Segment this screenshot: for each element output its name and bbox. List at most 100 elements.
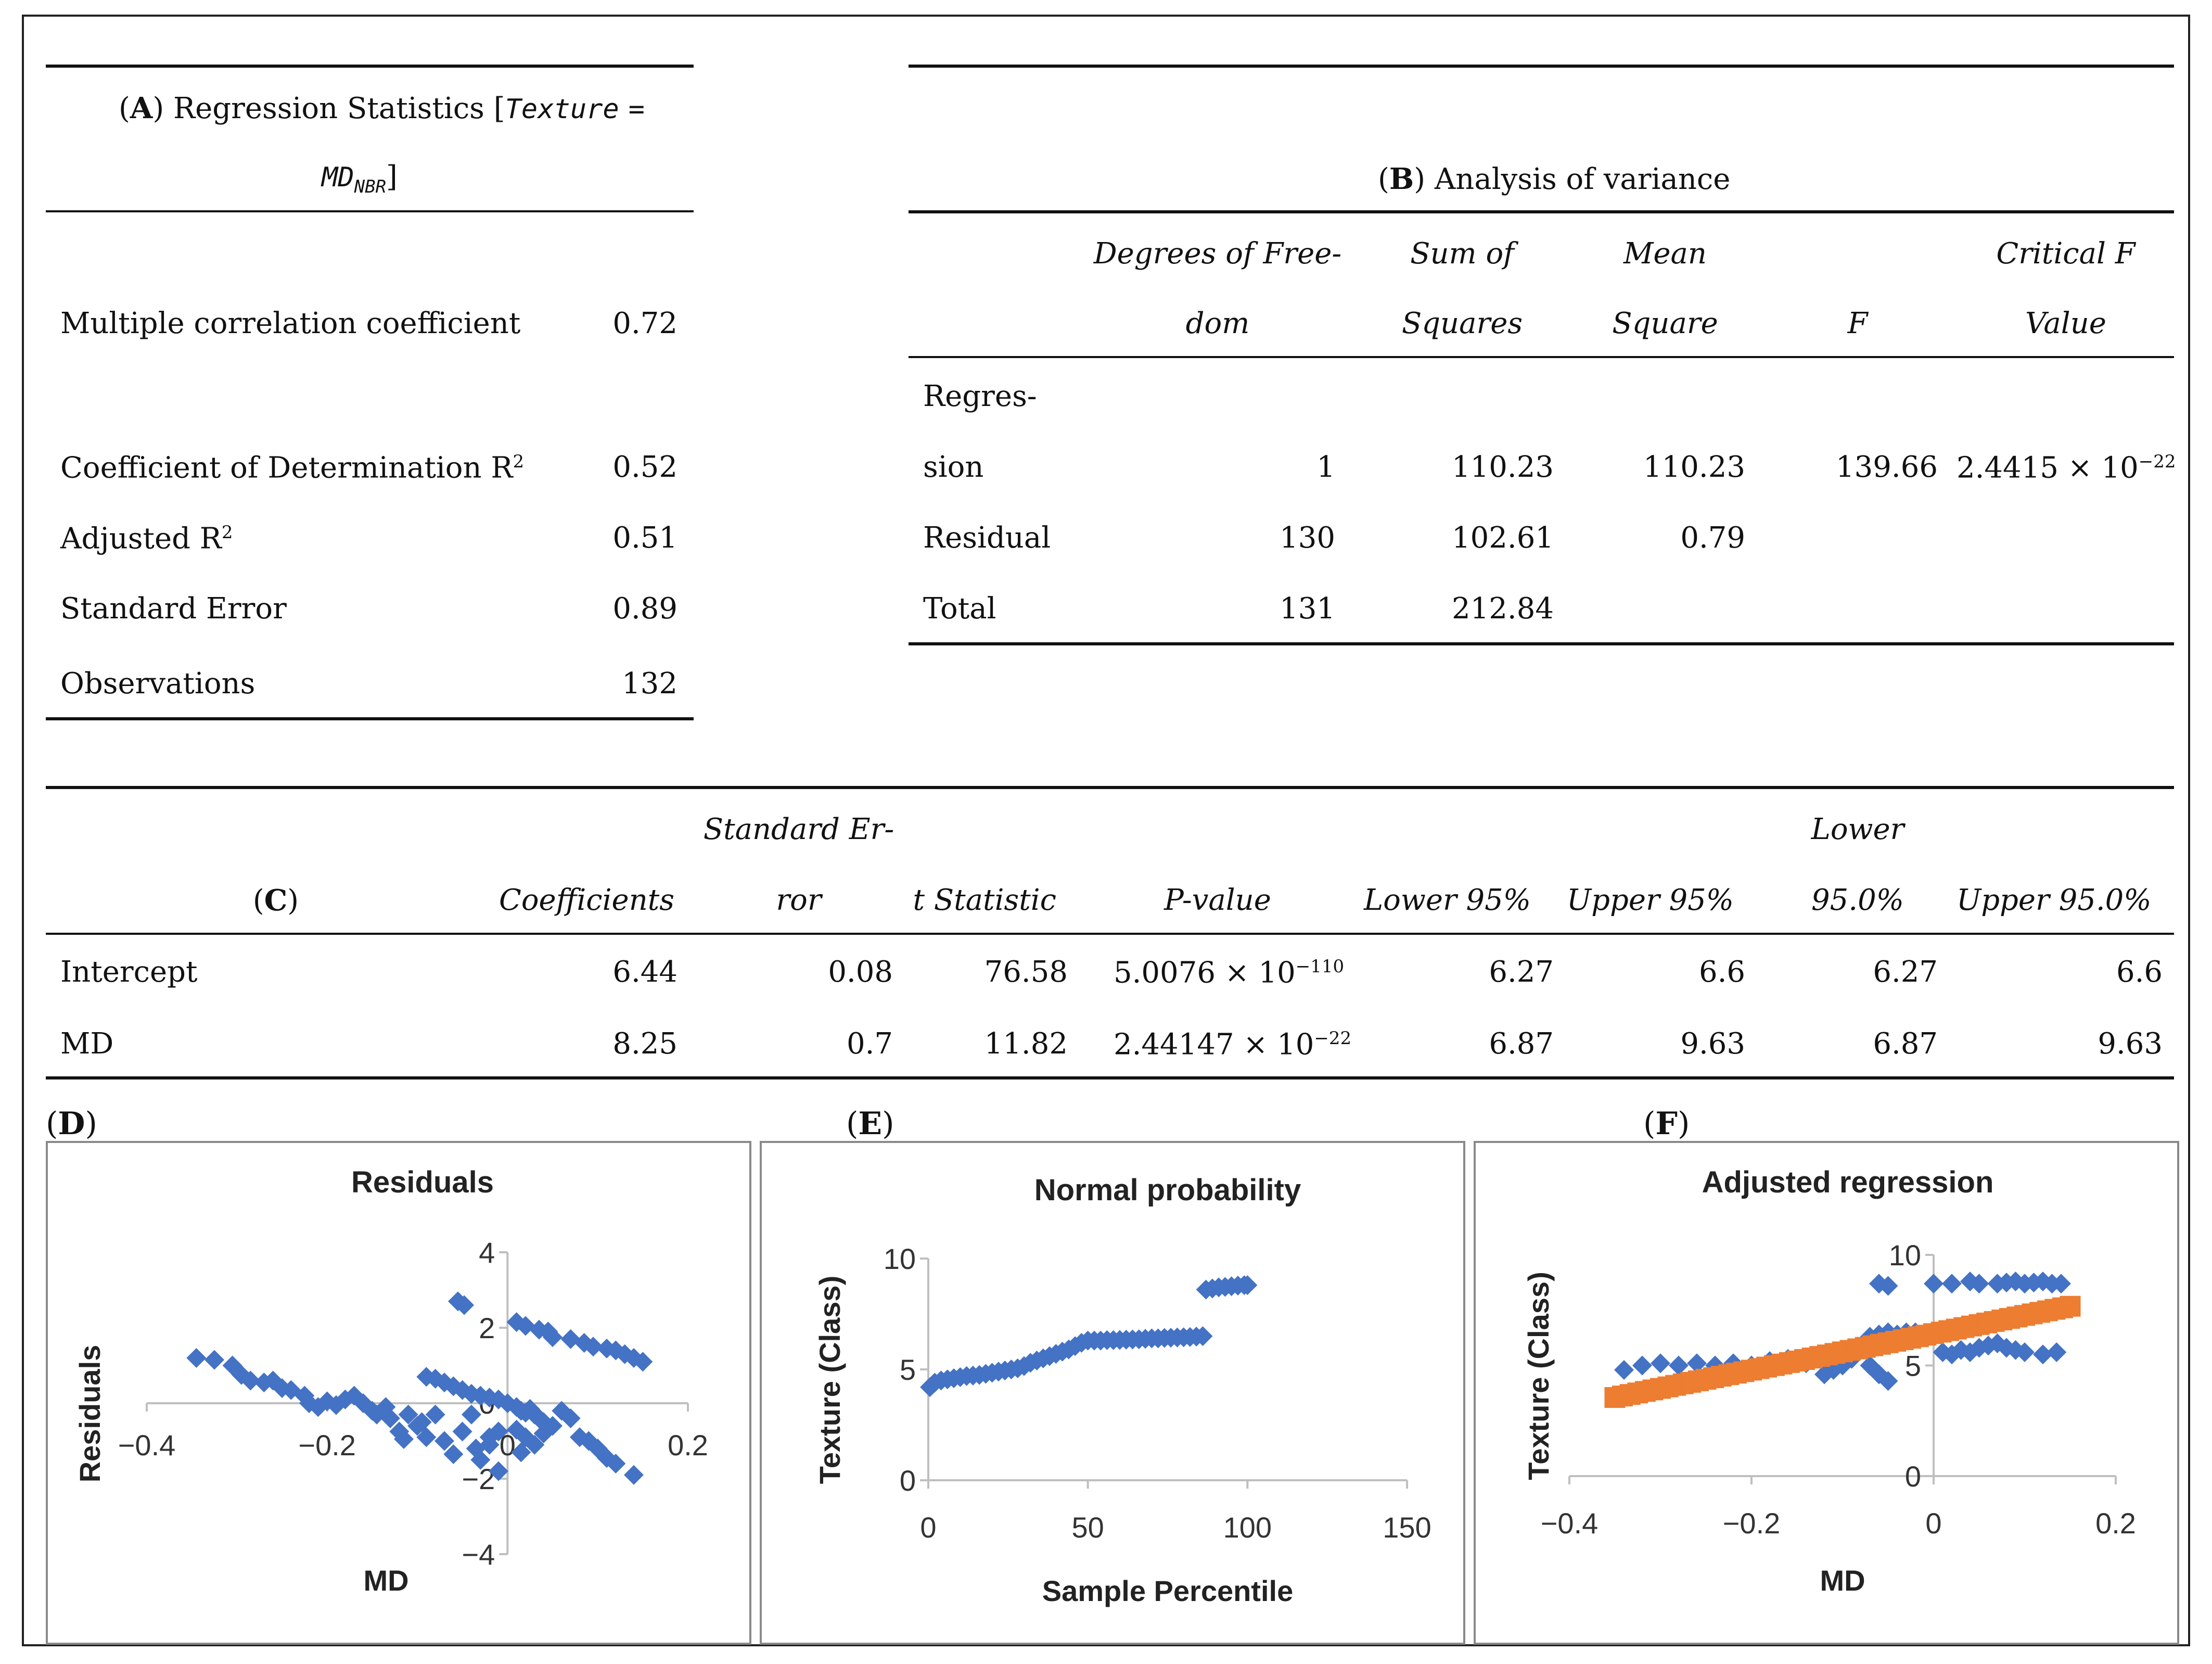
table-a-label: A	[130, 91, 153, 125]
table-c-cell-coef: 8.25	[612, 1027, 677, 1061]
data-point	[543, 1327, 562, 1348]
table-b-cell-ss: 110.23	[1452, 450, 1554, 484]
data-point	[204, 1350, 224, 1370]
panel-label-e: (E)	[846, 1106, 894, 1142]
table-b-cell-df: 130	[1280, 521, 1335, 555]
table-c-label: (C)	[252, 883, 299, 918]
table-a-eq-var: Texture	[505, 94, 619, 125]
table-a-top-rule	[46, 65, 694, 68]
x-tick-label: 0	[1925, 1507, 1941, 1540]
data-point	[398, 1404, 418, 1425]
data-point	[2033, 1344, 2053, 1365]
y-tick-label: −2	[462, 1463, 495, 1495]
x-tick-label: −0.4	[118, 1429, 176, 1462]
table-c-cell-l95: 6.87	[1489, 1027, 1554, 1061]
data-point	[1878, 1371, 1898, 1391]
table-a-row-label: Standard Error	[60, 592, 287, 626]
data-point	[1669, 1355, 1689, 1376]
table-c-p-exp: −110	[1295, 956, 1345, 977]
table-c-cell-t: 76.58	[984, 955, 1068, 989]
chart-title: Residuals	[351, 1165, 494, 1199]
data-point	[470, 1450, 491, 1470]
table-c-p-base: 5.0076 × 10	[1114, 956, 1296, 990]
data-point	[416, 1427, 437, 1447]
table-c-label-letter: C	[264, 883, 288, 918]
data-point	[520, 1399, 540, 1419]
table-c-header-l950: 95.0%	[1811, 883, 1904, 917]
y-axis-label: Texture (Class)	[1522, 1272, 1555, 1480]
table-c-cell-u950: 9.63	[2098, 1027, 2163, 1061]
table-b-row-label: Total	[923, 592, 996, 626]
table-c-header-u95: Upper 95%	[1566, 883, 1734, 917]
data-point	[489, 1421, 508, 1442]
table-b-row-label: Regres-	[923, 379, 1037, 413]
panel-label-f-letter: F	[1655, 1106, 1678, 1142]
table-c-p-exp: −22	[1314, 1028, 1352, 1049]
data-point	[1687, 1353, 1707, 1374]
chart-panel-f: Adjusted regression −0.4 −0.2 0 0.2 10 5 0 MD Tex…	[1474, 1141, 2179, 1645]
table-b-header-ms: Mean	[1623, 237, 1707, 271]
table-a-title-text: Regression Statistics	[173, 92, 484, 125]
table-c-row-label: MD	[60, 1027, 114, 1061]
table-a-eq-open: [	[493, 92, 505, 125]
x-tick-label: −0.2	[1723, 1507, 1781, 1540]
table-b-header-ss: Sum of	[1410, 237, 1514, 271]
x-tick-label: 0.2	[668, 1429, 708, 1462]
table-b-header-f: F	[1847, 307, 1868, 340]
data-point	[412, 1412, 432, 1432]
table-a-title: (A) Regression Statistics [Texture =	[119, 91, 645, 125]
data-point	[560, 1408, 581, 1428]
table-c-cell-p: 2.44147 × 10−22	[1114, 1027, 1351, 1062]
data-point	[443, 1444, 464, 1464]
table-b-title-text: Analysis of variance	[1434, 162, 1731, 196]
table-b-cell-crit: 2.4415 × 10−22	[1957, 451, 2176, 485]
data-point	[624, 1465, 644, 1485]
data-point	[583, 1337, 603, 1357]
y-axis-label: Texture (Class)	[813, 1276, 846, 1484]
table-b-title: (B) Analysis of variance	[1378, 162, 1731, 196]
data-point	[434, 1431, 454, 1451]
data-point	[394, 1429, 414, 1449]
table-c-header-u950: Upper 95.0%	[1957, 883, 2152, 917]
data-point	[1651, 1353, 1670, 1374]
data-point	[1193, 1326, 1213, 1347]
table-c-cell-coef: 6.44	[612, 955, 677, 989]
table-a-row-label: Multiple correlation coefficient	[60, 307, 521, 340]
data-point	[2047, 1342, 2067, 1362]
table-b-title-rule	[909, 210, 2174, 213]
table-a-eq-md: MD	[322, 162, 354, 193]
x-tick-label: 100	[1223, 1511, 1272, 1544]
data-point	[380, 1408, 400, 1428]
table-a-row-sup: 2	[513, 451, 525, 472]
data-point	[511, 1442, 531, 1463]
table-a-row-label: Observations	[60, 667, 255, 701]
table-c-header-l95: Lower 95%	[1363, 883, 1531, 917]
data-point	[1632, 1355, 1652, 1376]
table-b-header-crit: Critical F	[1996, 237, 2136, 271]
panel-label-d: (D)	[46, 1106, 97, 1142]
table-b-row-label: sion	[923, 450, 984, 484]
table-a-row-value: 0.51	[612, 521, 677, 555]
table-c-cell-u950: 6.6	[2116, 955, 2163, 989]
x-tick-label: 0.2	[2095, 1507, 2136, 1540]
x-axis-label: Sample Percentile	[1042, 1574, 1293, 1607]
table-a-row-value: 132	[622, 667, 677, 701]
table-c-cell-se: 0.7	[846, 1027, 893, 1061]
data-point	[533, 1424, 554, 1443]
panel-label-e-letter: E	[858, 1106, 883, 1142]
table-c-header-coef: Coefficients	[498, 883, 674, 917]
table-b-header-rule	[909, 356, 2174, 358]
table-c-p-base: 2.44147 × 10	[1114, 1027, 1314, 1062]
x-axis-label: MD	[363, 1564, 408, 1597]
y-tick-label: 5	[900, 1353, 916, 1386]
panel-label-d-letter: D	[58, 1106, 85, 1142]
table-a-row-label: Coefficient of Determination R2	[60, 453, 524, 483]
table-b-crit-exp: −22	[2138, 451, 2176, 472]
data-point	[2015, 1342, 2035, 1362]
data-point	[633, 1352, 653, 1372]
table-c-header-se: Standard Er-	[703, 812, 894, 846]
table-a-row-value: 0.52	[612, 450, 677, 484]
data-point	[1878, 1276, 1898, 1296]
table-a-row-value: 0.72	[612, 307, 677, 340]
table-b-crit-base: 2.4415 × 10	[1957, 451, 2139, 485]
